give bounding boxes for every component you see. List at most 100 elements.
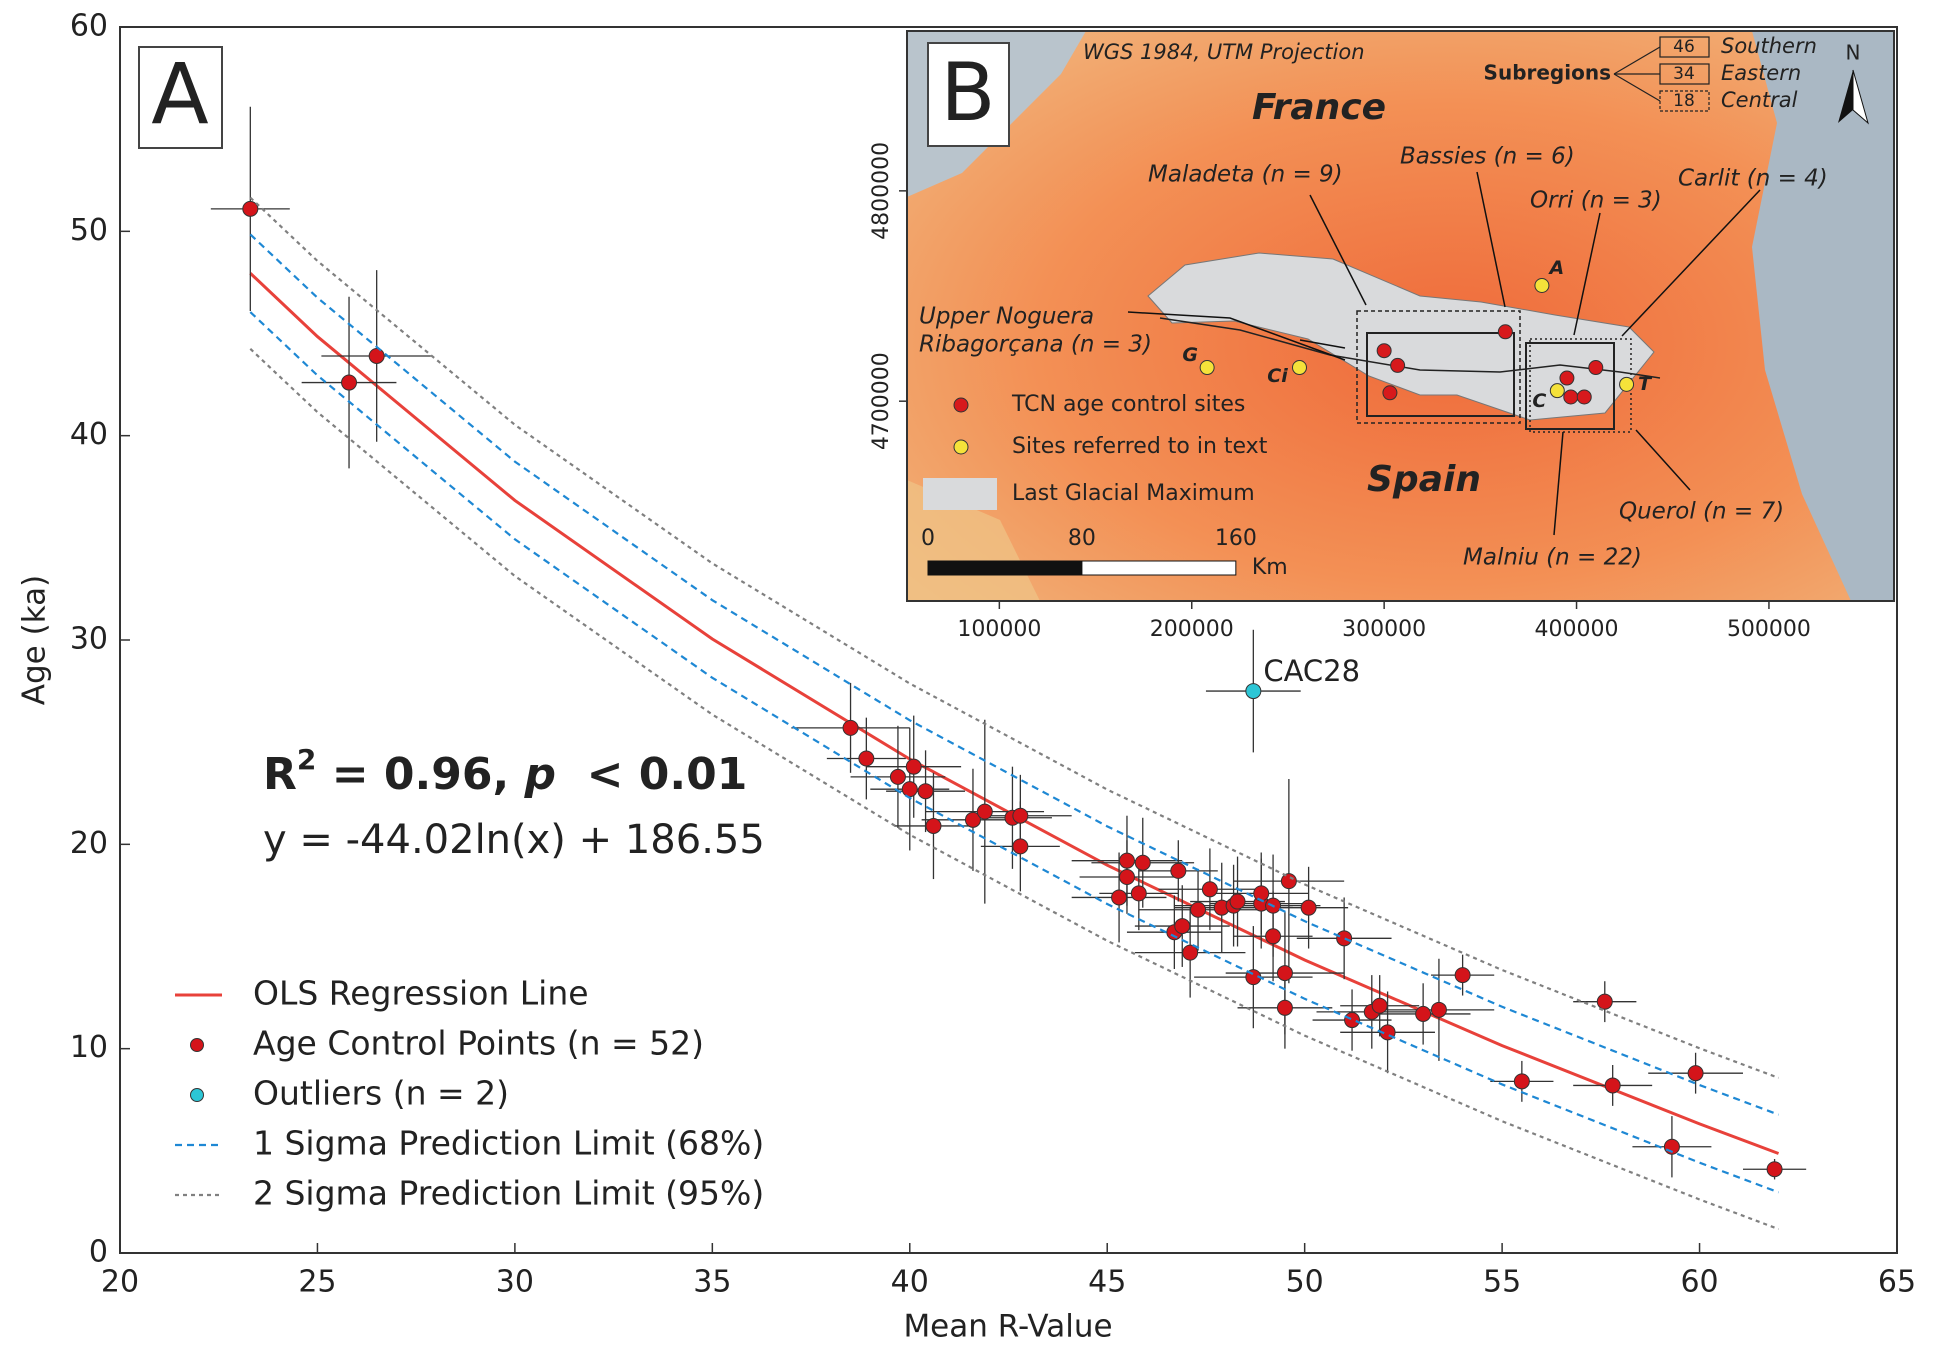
x-tick-label: 55	[1483, 1265, 1521, 1300]
data-point	[1597, 994, 1612, 1009]
map-legend-label: TCN age control sites	[1011, 392, 1245, 417]
y-tick-label: 50	[70, 213, 108, 248]
y-axis-title: Age (ka)	[17, 575, 53, 705]
site-label: A	[1548, 257, 1565, 279]
map-legend-label: Last Glacial Maximum	[1012, 481, 1255, 506]
subregion-name: Eastern	[1721, 61, 1801, 85]
scale-bar	[928, 561, 1082, 575]
scale-label: 0	[921, 526, 935, 551]
data-point	[1455, 968, 1470, 983]
subregion-count: 18	[1673, 91, 1695, 111]
fit-stats: R2 = 0.96, p < 0.01	[263, 743, 747, 800]
data-point	[1202, 882, 1217, 897]
data-point	[926, 818, 941, 833]
tcn-site	[1577, 390, 1591, 404]
scale-bar	[1082, 561, 1236, 575]
data-point	[1112, 890, 1127, 905]
data-point	[1230, 894, 1245, 909]
projection-note: WGS 1984, UTM Projection	[1083, 40, 1365, 64]
x-tick-label: 45	[1088, 1265, 1126, 1300]
map-x-tick-label: 200000	[1150, 617, 1234, 642]
country-label: Spain	[1367, 459, 1481, 500]
data-point	[1191, 902, 1206, 917]
legend-swatch	[191, 1039, 204, 1052]
data-point	[1416, 1006, 1431, 1021]
map-x-tick-label: 100000	[957, 617, 1041, 642]
data-point	[1013, 839, 1028, 854]
data-point	[1277, 1000, 1292, 1015]
text-site	[1292, 361, 1306, 375]
region-label: Querol (n = 7)	[1619, 499, 1784, 525]
data-point	[1135, 855, 1150, 870]
scale-label: 80	[1068, 526, 1096, 551]
legend-swatch	[954, 398, 968, 412]
site-label: G	[1182, 344, 1198, 366]
region-label: Orri (n = 3)	[1530, 188, 1662, 214]
region-label: Bassies (n = 6)	[1400, 144, 1575, 170]
y-tick-label: 30	[70, 622, 108, 657]
data-point	[859, 751, 874, 766]
text-site	[1550, 384, 1564, 398]
data-point	[906, 759, 921, 774]
map-x-tick-label: 400000	[1535, 617, 1619, 642]
tcn-site	[1498, 325, 1512, 339]
data-point	[1246, 684, 1261, 699]
equation: y = -44.02ln(x) + 186.55	[263, 817, 765, 863]
x-tick-label: 30	[496, 1265, 534, 1300]
x-tick-label: 20	[101, 1265, 139, 1300]
figure: A R2 = 0.96, p < 0.01 y = -44.02ln(x) + …	[0, 0, 1935, 1349]
data-point	[1431, 1002, 1446, 1017]
data-point	[1254, 886, 1269, 901]
map-inset: B WGS 1984, UTM Projection France Spain …	[869, 31, 1894, 642]
data-point	[918, 784, 933, 799]
fit-stat-part: p	[523, 749, 556, 800]
map-x-tick-label: 300000	[1342, 617, 1426, 642]
legend-swatch	[954, 440, 968, 454]
legend-label: Age Control Points (n = 52)	[253, 1024, 704, 1063]
data-point	[1345, 1013, 1360, 1028]
scale-label: 160	[1215, 526, 1257, 551]
tcn-site	[1564, 390, 1578, 404]
data-point	[243, 201, 258, 216]
fit-stat-part: = 0.96,	[316, 749, 524, 800]
region-label: Carlit (n = 4)	[1678, 166, 1828, 192]
data-point	[1119, 870, 1134, 885]
subregion-name: Southern	[1721, 34, 1817, 58]
site-label: T	[1638, 373, 1653, 395]
legend-label: Outliers (n = 2)	[253, 1074, 509, 1113]
north-label: N	[1846, 41, 1861, 65]
y-tick-label: 60	[70, 9, 108, 44]
region-label: Maladeta (n = 9)	[1148, 162, 1343, 188]
fit-stat-part: 2	[297, 743, 316, 776]
page: A R2 = 0.96, p < 0.01 y = -44.02ln(x) + …	[0, 0, 1935, 1349]
data-point	[369, 348, 384, 363]
x-tick-label: 60	[1680, 1265, 1718, 1300]
data-point	[843, 720, 858, 735]
data-point	[1175, 919, 1190, 934]
fit-stat-part: < 0.01	[556, 749, 747, 800]
point-label: CAC28	[1263, 654, 1360, 688]
site-label: Ci	[1267, 365, 1288, 387]
legend-swatch	[923, 478, 997, 510]
tcn-site	[1589, 361, 1603, 375]
region-label: Upper Noguera	[919, 304, 1094, 330]
legend-label: OLS Regression Line	[253, 974, 589, 1013]
fit-stat-part: R	[263, 749, 297, 800]
map-y-tick-label: 4700000	[869, 352, 894, 450]
x-tick-label: 50	[1286, 1265, 1324, 1300]
y-tick-label: 20	[70, 826, 108, 861]
y-tick-label: 10	[70, 1030, 108, 1065]
data-point	[1372, 998, 1387, 1013]
data-point	[1301, 900, 1316, 915]
map-x-tick-label: 500000	[1727, 617, 1811, 642]
data-point	[1119, 853, 1134, 868]
data-point	[1277, 966, 1292, 981]
data-point	[1013, 808, 1028, 823]
x-tick-label: 65	[1878, 1265, 1916, 1300]
x-axis-title: Mean R-Value	[903, 1309, 1112, 1345]
data-point	[1337, 931, 1352, 946]
legend-swatch	[191, 1089, 204, 1102]
text-site	[1535, 279, 1549, 293]
y-tick-label: 0	[89, 1235, 108, 1270]
x-tick-label: 35	[693, 1265, 731, 1300]
